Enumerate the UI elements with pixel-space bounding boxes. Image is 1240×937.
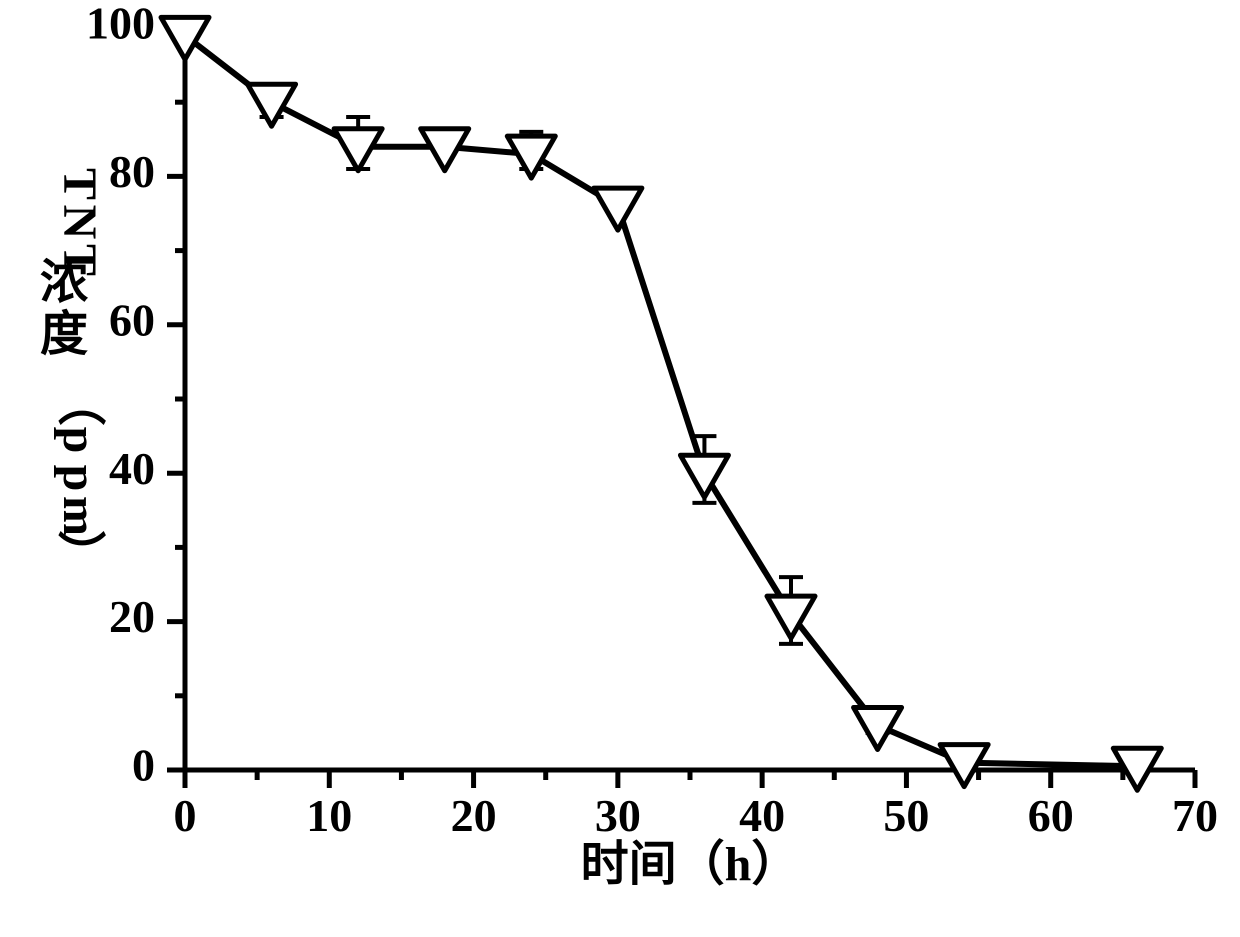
y-tick-label: 80 bbox=[109, 146, 155, 197]
y-axis-label-char: 度 bbox=[40, 308, 88, 361]
tnt-degradation-chart: 020406080100010203040506070时间（h）TNT浓度（pp… bbox=[0, 0, 1240, 937]
x-tick-label: 30 bbox=[595, 790, 641, 841]
x-tick-label: 70 bbox=[1172, 790, 1218, 841]
y-axis-label-char: （ bbox=[53, 378, 106, 426]
x-tick-label: 50 bbox=[883, 790, 929, 841]
x-tick-label: 10 bbox=[306, 790, 352, 841]
y-axis-label-char: p bbox=[53, 427, 106, 454]
y-axis-label-char: N bbox=[53, 205, 106, 240]
x-axis-label: 时间（h） bbox=[581, 838, 800, 891]
y-axis-label-char: ） bbox=[53, 530, 106, 578]
y-tick-label: 0 bbox=[132, 740, 155, 791]
y-tick-label: 20 bbox=[109, 591, 155, 642]
x-tick-label: 60 bbox=[1028, 790, 1074, 841]
chart-svg: 020406080100010203040506070时间（h）TNT浓度（pp… bbox=[0, 0, 1240, 937]
y-tick-label: 40 bbox=[109, 443, 155, 494]
y-tick-label: 60 bbox=[109, 294, 155, 345]
y-tick-label: 100 bbox=[86, 0, 155, 49]
y-axis-label-char: p bbox=[53, 465, 106, 492]
y-axis-label-char: T bbox=[53, 168, 106, 200]
x-tick-label: 0 bbox=[174, 790, 197, 841]
y-axis-label-char: 浓 bbox=[40, 256, 89, 309]
x-tick-label: 40 bbox=[739, 790, 785, 841]
x-tick-label: 20 bbox=[451, 790, 497, 841]
